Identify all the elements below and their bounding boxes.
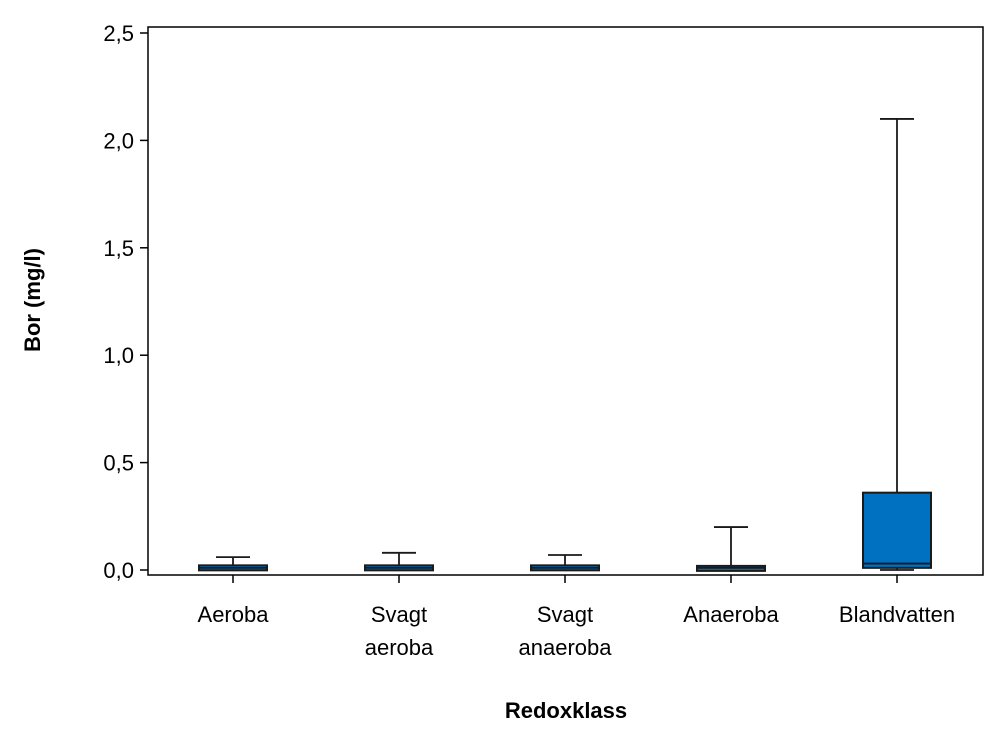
x-tick-label: Anaeroba	[683, 602, 779, 627]
y-axis-title: Bor (mg/l)	[20, 248, 45, 352]
box-2	[530, 554, 600, 572]
x-tick-label-line: Svagt	[537, 602, 593, 627]
x-tick-label: Blandvatten	[839, 602, 955, 627]
box-0	[198, 556, 268, 572]
x-axis: Aeroba Svagt aeroba Svagt anaeroba Anaeroba Bl…	[198, 575, 955, 660]
boxes	[198, 118, 932, 572]
y-tick-label: 1,5	[103, 236, 134, 261]
x-tick-label-line: aeroba	[365, 635, 434, 660]
x-axis-title: Redoxklass	[505, 698, 627, 723]
x-tick-label-line: Anaeroba	[683, 602, 779, 627]
y-tick-label: 0,0	[103, 558, 134, 583]
x-tick-label-line: Svagt	[371, 602, 427, 627]
box-1	[364, 551, 434, 572]
y-tick-label: 2,0	[103, 128, 134, 153]
x-tick-label: Svagt aeroba	[365, 602, 434, 660]
x-tick-label-line: Aeroba	[198, 602, 270, 627]
box-4	[862, 118, 932, 571]
y-tick-label: 1,0	[103, 343, 134, 368]
plot-border	[147, 26, 984, 576]
x-tick-label: Svagt anaeroba	[519, 602, 613, 660]
y-tick-label: 0,5	[103, 451, 134, 476]
plot-frame	[147, 26, 984, 576]
x-tick-label: Aeroba	[198, 602, 270, 627]
y-axis: 0,0 0,5 1,0 1,5 2,0 2,5	[103, 21, 148, 583]
box-3	[696, 526, 766, 572]
box-iqr	[862, 491, 932, 569]
y-tick-label: 2,5	[103, 21, 134, 46]
x-tick-label-line: anaeroba	[519, 635, 613, 660]
x-tick-label-line: Blandvatten	[839, 602, 955, 627]
